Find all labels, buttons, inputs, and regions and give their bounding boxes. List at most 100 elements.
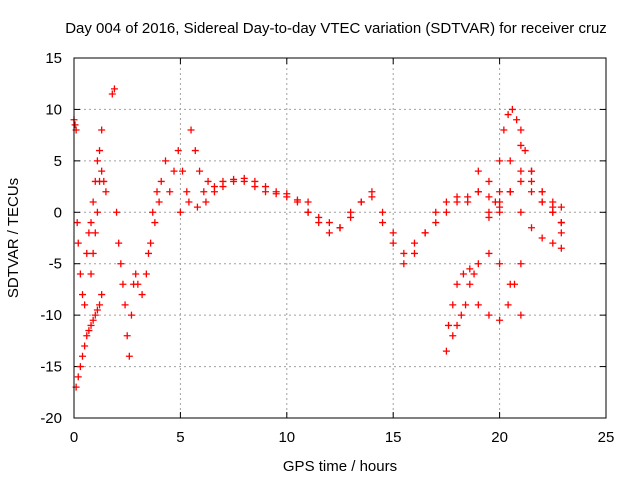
data-point [210,188,218,196]
data-point [400,260,408,268]
x-tick-label: 25 [598,429,615,446]
data-point [71,121,79,129]
data-point [368,193,376,201]
data-point [162,157,170,165]
data-point [89,316,97,324]
data-point [149,208,157,216]
series-track-l [445,260,525,329]
data-point [132,270,140,278]
data-point [185,198,193,206]
data-point [506,188,514,196]
data-point [453,193,461,201]
data-point [485,177,493,185]
data-point [127,311,135,319]
data-point [506,157,514,165]
data-point [183,188,191,196]
series-track-i [485,141,565,227]
series-track-d [108,85,163,360]
data-point [155,198,163,206]
data-point [202,198,210,206]
data-point [179,167,187,175]
y-tick-label: -5 [49,256,62,273]
data-point [517,141,525,149]
data-point [121,301,129,309]
y-tick-label: -15 [40,359,62,376]
data-point [196,167,204,175]
data-point [93,208,101,216]
grid [74,58,606,418]
data-point [123,332,131,340]
data-point [449,332,457,340]
data-point [549,208,557,216]
data-point [98,167,106,175]
data-point [400,249,408,257]
y-tick-label: 5 [54,153,62,170]
data-point [119,280,127,288]
data-point [325,229,333,237]
series-track-h [491,105,565,211]
data-point [89,249,97,257]
x-tick-labels: 0 5 10 15 20 25 [70,429,615,446]
data-point [485,208,493,216]
data-point [89,198,97,206]
series-track-g [304,167,565,257]
data-point [102,188,110,196]
data-point [517,177,525,185]
data-point [230,177,238,185]
data-point [510,280,518,288]
data-point [421,229,429,237]
data-point [87,321,95,329]
data-point [79,352,87,360]
data-point [304,198,312,206]
data-point [517,126,525,134]
data-point [485,193,493,201]
data-point [466,265,474,273]
data-point [157,177,165,185]
data-point [445,321,453,329]
data-point [528,167,536,175]
data-point [293,198,301,206]
data-point [453,321,461,329]
y-tick-labels: -20 -15 -10 -5 0 5 10 15 [40,50,62,427]
data-point [485,249,493,257]
data-point [389,239,397,247]
data-point [98,126,106,134]
data-point [108,90,116,98]
data-points [70,85,565,391]
data-point [528,188,536,196]
x-axis-label: GPS time / hours [283,458,397,475]
data-point [204,177,212,185]
data-point [389,229,397,237]
data-point [485,311,493,319]
y-tick-label: 0 [54,204,62,221]
data-point [549,198,557,206]
data-point [138,291,146,299]
data-point [508,105,516,113]
data-point [466,280,474,288]
data-point [538,234,546,242]
data-point [500,126,508,134]
data-point [193,203,201,211]
data-point [538,198,546,206]
data-point [504,301,512,309]
data-point [449,301,457,309]
data-point [125,352,133,360]
data-point [170,167,178,175]
data-point [557,203,565,211]
data-point [85,327,93,335]
data-point [151,219,159,227]
data-point [200,188,208,196]
data-point [517,311,525,319]
data-point [144,249,152,257]
data-point [147,239,155,247]
data-point [219,183,227,191]
data-point [93,157,101,165]
data-point [496,203,504,211]
data-point [315,213,323,221]
data-point [464,198,472,206]
x-tick-label: 10 [278,429,295,446]
data-point [528,224,536,232]
data-point [474,260,482,268]
data-point [491,198,499,206]
